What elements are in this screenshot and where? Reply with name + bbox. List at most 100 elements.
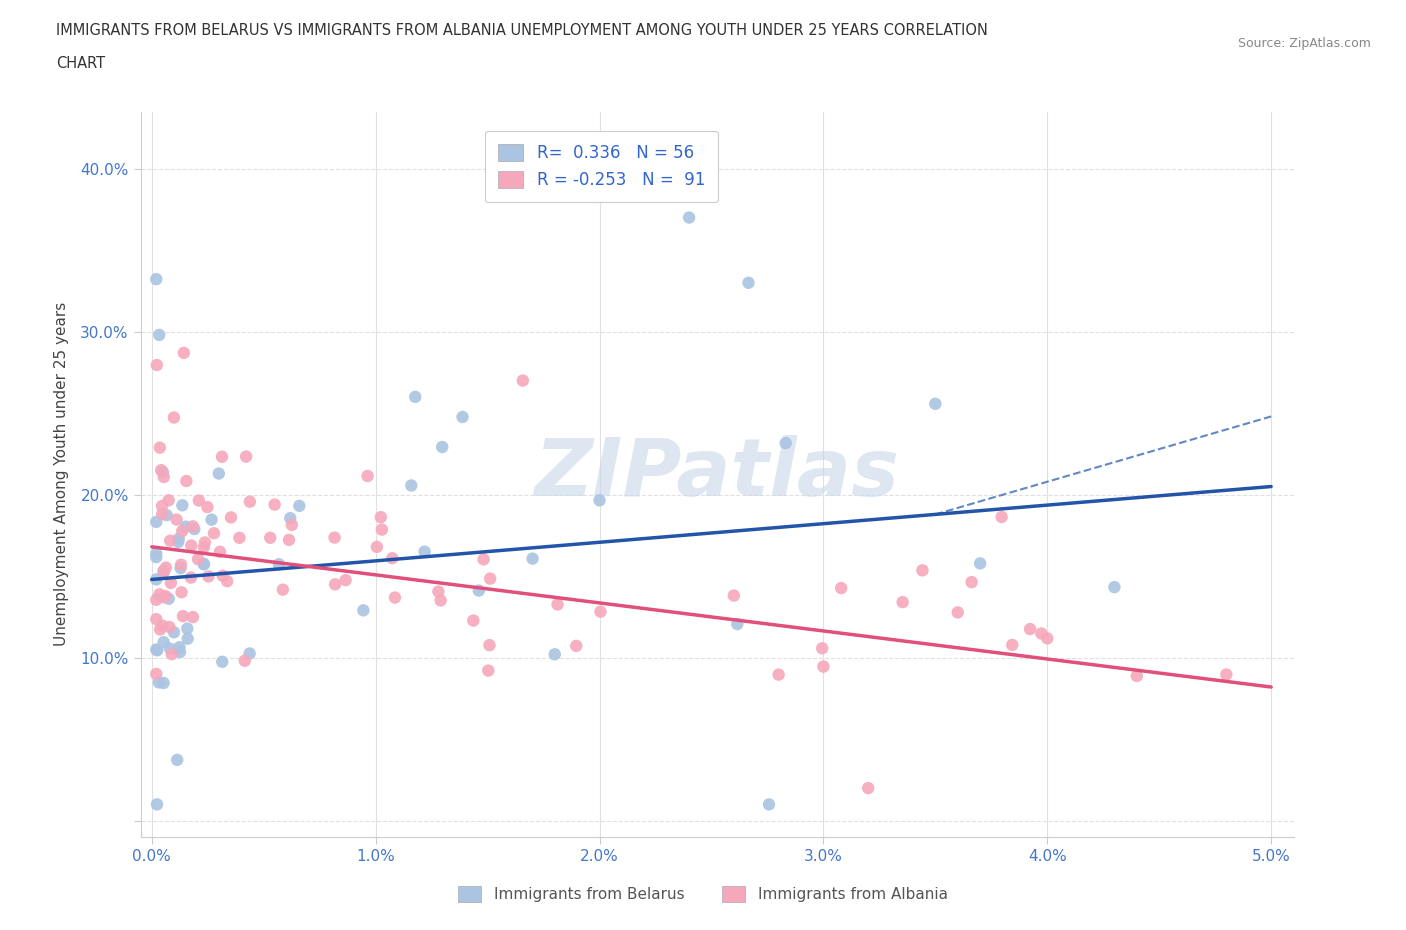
Point	[263, 498, 285, 512]
Point	[239, 646, 262, 661]
Point	[381, 551, 404, 565]
Point	[176, 621, 198, 636]
Point	[239, 494, 262, 509]
Point	[172, 524, 194, 538]
Point	[366, 539, 388, 554]
Point	[356, 469, 378, 484]
Point	[145, 546, 167, 561]
Point	[145, 667, 167, 682]
Point	[259, 530, 281, 545]
Point	[384, 591, 406, 605]
Point	[172, 498, 194, 512]
Text: ZIPatlas: ZIPatlas	[534, 435, 900, 513]
Point	[181, 610, 204, 625]
Point	[153, 470, 176, 485]
Point	[1215, 667, 1237, 682]
Point	[167, 535, 190, 550]
Point	[145, 592, 167, 607]
Point	[197, 569, 219, 584]
Point	[152, 465, 174, 480]
Point	[211, 568, 233, 583]
Point	[278, 533, 301, 548]
Point	[775, 435, 797, 450]
Point	[176, 631, 198, 646]
Point	[891, 594, 914, 609]
Point	[429, 593, 451, 608]
Point	[157, 493, 180, 508]
Point	[200, 512, 222, 527]
Point	[173, 345, 195, 360]
Text: CHART: CHART	[56, 56, 105, 71]
Point	[758, 797, 780, 812]
Point	[193, 539, 215, 554]
Point	[235, 449, 257, 464]
Point	[463, 613, 485, 628]
Point	[589, 604, 612, 619]
Point	[217, 574, 239, 589]
Point	[160, 576, 183, 591]
Point	[155, 589, 177, 604]
Point	[830, 580, 852, 595]
Point	[187, 493, 209, 508]
Text: IMMIGRANTS FROM BELARUS VS IMMIGRANTS FROM ALBANIA UNEMPLOYMENT AMONG YOUTH UNDE: IMMIGRANTS FROM BELARUS VS IMMIGRANTS FR…	[56, 23, 988, 38]
Point	[811, 641, 834, 656]
Point	[404, 390, 426, 405]
Legend: Immigrants from Belarus, Immigrants from Albania: Immigrants from Belarus, Immigrants from…	[453, 880, 953, 909]
Point	[159, 641, 181, 656]
Point	[547, 597, 569, 612]
Point	[156, 508, 179, 523]
Point	[183, 522, 205, 537]
Point	[479, 571, 502, 586]
Point	[335, 573, 357, 588]
Point	[152, 618, 174, 633]
Point	[477, 663, 499, 678]
Point	[194, 535, 217, 550]
Point	[155, 560, 177, 575]
Point	[149, 622, 172, 637]
Point	[768, 667, 790, 682]
Point	[678, 210, 700, 225]
Point	[522, 551, 544, 566]
Point	[145, 572, 167, 587]
Point	[176, 473, 198, 488]
Point	[924, 396, 946, 411]
Point	[166, 512, 188, 527]
Point	[432, 440, 454, 455]
Point	[1019, 621, 1042, 636]
Point	[169, 644, 191, 659]
Point	[371, 522, 394, 537]
Point	[145, 642, 167, 657]
Point	[180, 570, 202, 585]
Point	[946, 605, 969, 620]
Point	[737, 275, 759, 290]
Point	[145, 272, 167, 286]
Point	[152, 565, 174, 579]
Point	[148, 675, 170, 690]
Y-axis label: Unemployment Among Youth under 25 years: Unemployment Among Youth under 25 years	[55, 302, 69, 646]
Point	[152, 590, 174, 604]
Legend: R=  0.336   N = 56, R = -0.253   N =  91: R= 0.336 N = 56, R = -0.253 N = 91	[485, 131, 718, 202]
Point	[1036, 631, 1059, 645]
Point	[228, 530, 250, 545]
Point	[565, 638, 588, 653]
Point	[990, 510, 1012, 525]
Point	[588, 493, 610, 508]
Point	[288, 498, 311, 513]
Point	[152, 675, 174, 690]
Point	[267, 557, 290, 572]
Point	[163, 410, 186, 425]
Point	[170, 585, 193, 600]
Point	[148, 587, 170, 602]
Point	[145, 612, 167, 627]
Point	[146, 643, 169, 658]
Point	[911, 563, 934, 578]
Point	[856, 780, 879, 795]
Point	[352, 603, 374, 618]
Point	[219, 510, 242, 525]
Point	[478, 638, 501, 653]
Point	[150, 498, 173, 513]
Text: Source: ZipAtlas.com: Source: ZipAtlas.com	[1237, 37, 1371, 50]
Point	[150, 507, 173, 522]
Point	[451, 409, 474, 424]
Point	[159, 619, 181, 634]
